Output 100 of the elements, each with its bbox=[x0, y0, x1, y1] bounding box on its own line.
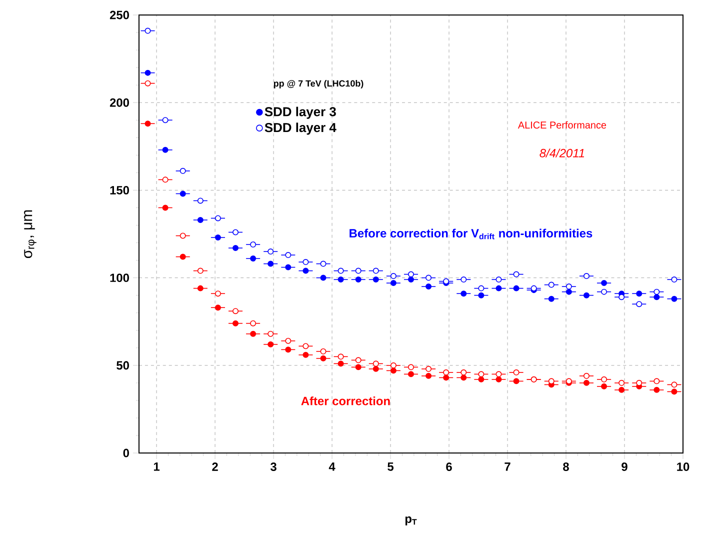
point bbox=[302, 343, 309, 350]
point bbox=[618, 294, 625, 300]
point bbox=[460, 290, 467, 297]
point bbox=[443, 369, 450, 376]
point bbox=[144, 28, 151, 34]
point bbox=[566, 288, 572, 295]
point bbox=[285, 346, 292, 353]
annotation: 8/4/2011 bbox=[540, 148, 584, 158]
point bbox=[390, 368, 396, 374]
point bbox=[268, 260, 274, 267]
point bbox=[355, 364, 362, 370]
point bbox=[214, 215, 221, 222]
point bbox=[162, 117, 168, 124]
point bbox=[583, 372, 590, 379]
y-tick-label: 250 bbox=[110, 10, 129, 20]
point bbox=[478, 292, 484, 298]
point bbox=[460, 369, 467, 376]
point bbox=[302, 352, 309, 358]
point bbox=[671, 382, 678, 388]
point bbox=[250, 330, 256, 337]
point bbox=[390, 273, 396, 280]
point bbox=[320, 348, 326, 354]
point bbox=[232, 320, 239, 326]
point bbox=[197, 198, 204, 204]
point bbox=[162, 176, 168, 183]
y-tick-label: 150 bbox=[110, 186, 129, 194]
point bbox=[180, 168, 186, 174]
point bbox=[654, 294, 660, 300]
point bbox=[250, 256, 256, 262]
point bbox=[355, 276, 362, 283]
point bbox=[636, 301, 642, 308]
point bbox=[162, 204, 168, 211]
point bbox=[408, 271, 414, 278]
point bbox=[180, 254, 186, 260]
point bbox=[426, 366, 432, 372]
point bbox=[513, 369, 520, 376]
point bbox=[144, 70, 151, 76]
point bbox=[513, 285, 520, 292]
point bbox=[232, 308, 239, 314]
point bbox=[583, 380, 590, 386]
point bbox=[162, 146, 168, 153]
point bbox=[566, 284, 572, 290]
point bbox=[654, 378, 660, 384]
point bbox=[601, 383, 608, 390]
legend-label: SDD layer 3 bbox=[264, 106, 336, 119]
x-axis-title: p$_{T}$ bbox=[405, 516, 417, 526]
point bbox=[372, 276, 379, 283]
point bbox=[214, 304, 221, 311]
point bbox=[268, 248, 274, 255]
point bbox=[302, 268, 309, 274]
point bbox=[285, 252, 292, 258]
point bbox=[268, 330, 274, 337]
point bbox=[390, 280, 396, 286]
point bbox=[671, 276, 678, 283]
point bbox=[232, 245, 239, 252]
point bbox=[654, 288, 660, 295]
point bbox=[618, 386, 625, 393]
x-tick-label: 3 bbox=[270, 462, 276, 472]
point bbox=[180, 232, 186, 239]
point bbox=[496, 371, 502, 378]
point bbox=[302, 259, 309, 266]
point bbox=[548, 282, 554, 288]
point bbox=[285, 338, 292, 344]
point bbox=[320, 260, 326, 267]
y-tick-label: 0 bbox=[123, 448, 129, 458]
point bbox=[214, 290, 221, 297]
annotation: After correction bbox=[301, 396, 390, 406]
point bbox=[320, 355, 326, 362]
point bbox=[372, 366, 379, 372]
point bbox=[408, 364, 414, 370]
point bbox=[144, 80, 151, 86]
point bbox=[144, 120, 151, 127]
x-tick-label: 9 bbox=[622, 462, 628, 471]
point bbox=[601, 280, 608, 286]
point bbox=[513, 271, 520, 278]
point bbox=[214, 234, 221, 240]
x-tick-label: 5 bbox=[388, 462, 394, 471]
legend-label: SDD layer 4 bbox=[264, 122, 336, 135]
point bbox=[180, 190, 186, 197]
point bbox=[496, 285, 502, 292]
y-tick-label: 50 bbox=[116, 361, 129, 370]
point bbox=[636, 290, 642, 297]
point bbox=[478, 285, 484, 292]
point bbox=[426, 274, 432, 281]
point bbox=[408, 371, 414, 378]
point bbox=[601, 288, 608, 295]
point bbox=[250, 320, 256, 326]
point bbox=[408, 276, 414, 283]
point bbox=[355, 357, 362, 364]
point bbox=[320, 274, 326, 281]
point bbox=[426, 372, 432, 379]
point bbox=[250, 242, 256, 248]
point bbox=[338, 354, 344, 360]
point bbox=[496, 276, 502, 283]
point bbox=[390, 362, 396, 368]
annotation: Before correction for V$_{drift}$ non-uniformities bbox=[350, 228, 592, 240]
x-tick-label: 7 bbox=[504, 462, 510, 471]
point bbox=[232, 229, 239, 236]
point bbox=[513, 378, 520, 384]
x-tick-label: 1 bbox=[154, 462, 160, 471]
